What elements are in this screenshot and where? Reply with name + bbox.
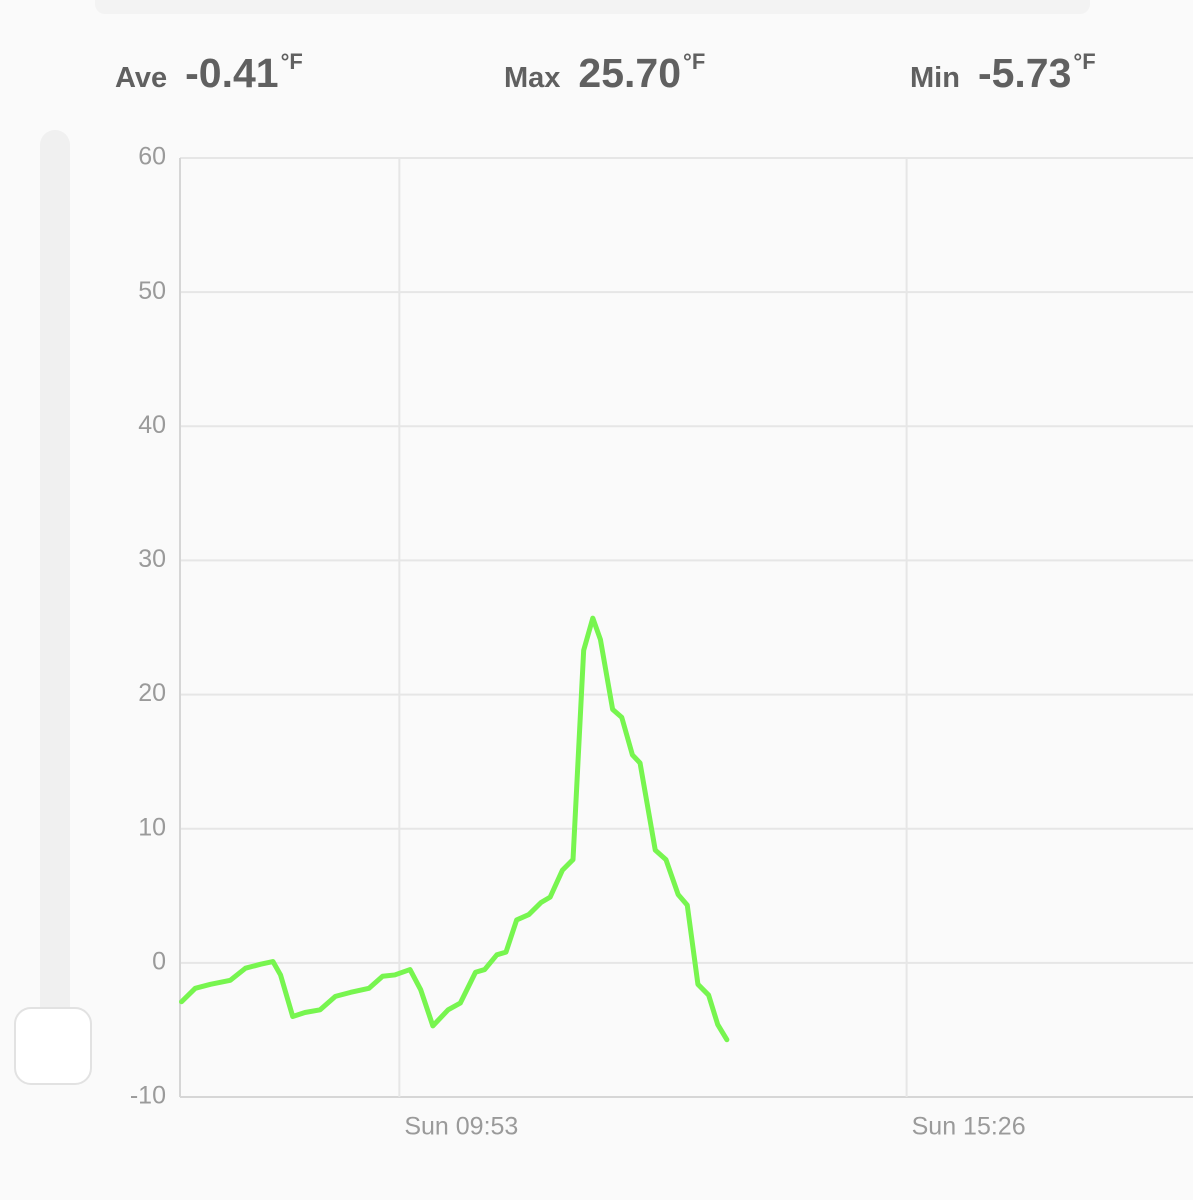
y-tick-label: 30 — [138, 545, 166, 573]
stat-label: Min — [910, 62, 960, 94]
x-tick-label: Sun 15:26 — [912, 1113, 1026, 1141]
y-tick-label: 60 — [138, 143, 166, 171]
stat-value: -5.73 — [977, 50, 1072, 96]
stat-max: Max 25.70 °F — [504, 49, 706, 97]
stat-value: 25.70 — [578, 50, 682, 96]
stat-label: Ave — [115, 62, 168, 94]
stat-label: Max — [504, 62, 561, 94]
data-line — [179, 615, 730, 1043]
stat-unit: °F — [1073, 49, 1096, 74]
stat-ave: Ave -0.41 °F — [115, 49, 303, 97]
stat-value: -0.41 — [185, 50, 279, 96]
y-tick-label: 50 — [138, 277, 166, 305]
slider-thumb[interactable] — [14, 1007, 92, 1085]
x-tick-label: Sun 09:53 — [404, 1113, 518, 1141]
stat-min: Min -5.73 °F — [910, 49, 1096, 97]
top-card-edge — [95, 0, 1090, 14]
y-tick-label: 10 — [138, 813, 166, 841]
stat-unit: °F — [683, 49, 706, 74]
y-tick-label: 20 — [138, 679, 166, 707]
y-tick-label: -10 — [130, 1082, 166, 1110]
y-tick-label: 40 — [138, 411, 166, 439]
stat-unit: °F — [280, 49, 303, 74]
slider-track — [40, 130, 70, 1085]
y-tick-label: 0 — [152, 947, 166, 975]
